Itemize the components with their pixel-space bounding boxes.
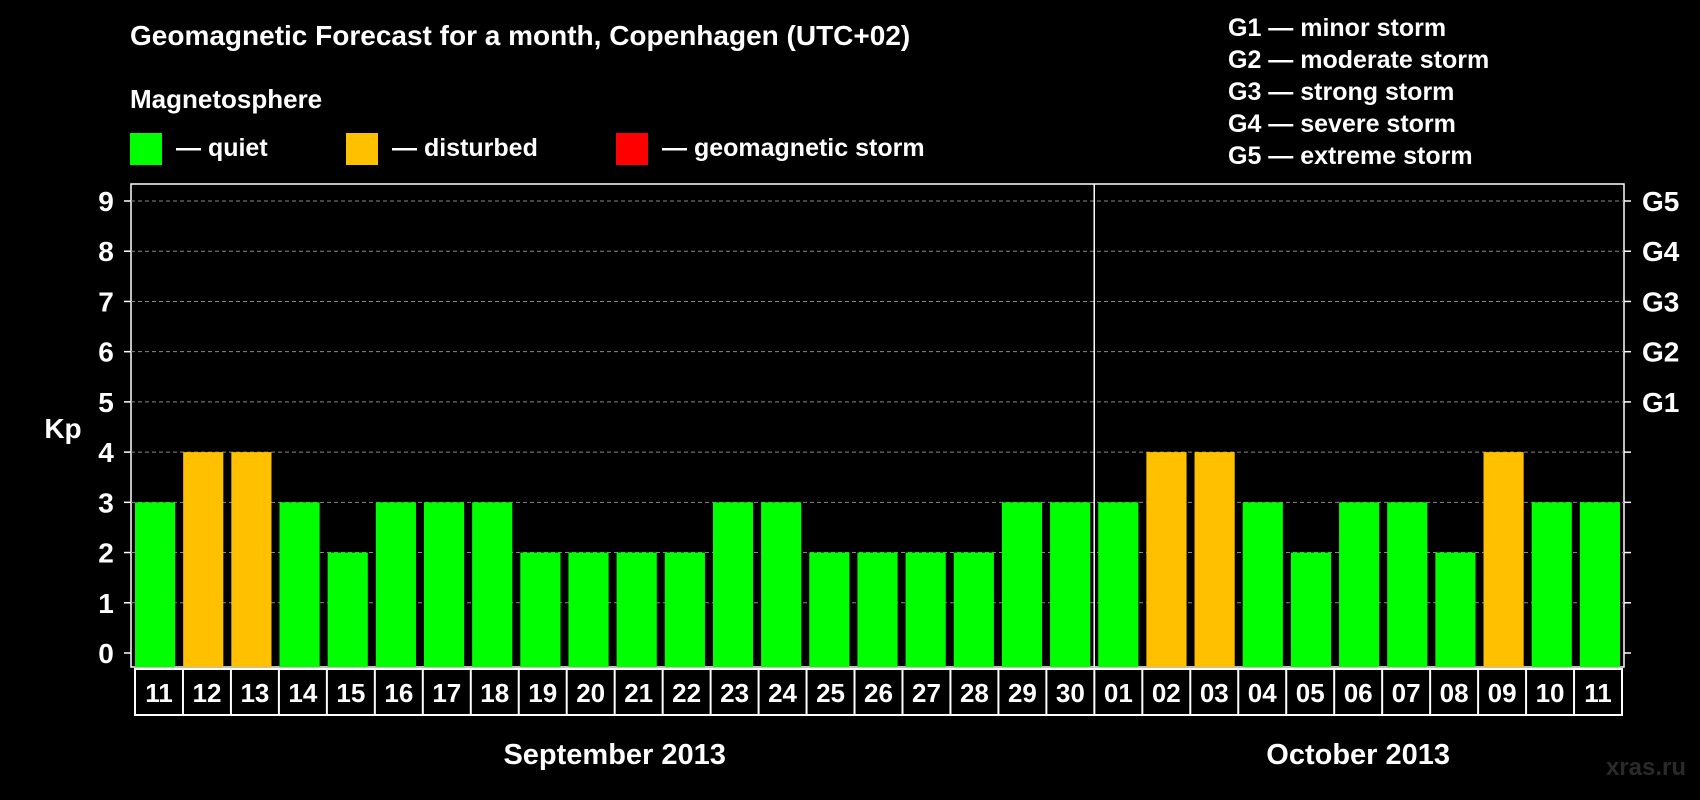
x-tick-label: 23 — [720, 678, 749, 708]
x-tick-label: 11 — [1584, 678, 1612, 708]
bar — [664, 552, 705, 667]
y-axis-label: Kp — [44, 413, 81, 444]
bar — [1531, 502, 1572, 667]
chart-title: Geomagnetic Forecast for a month, Copenh… — [130, 20, 911, 51]
bar — [1483, 452, 1524, 667]
legend-label-quiet: — quiet — [176, 134, 268, 162]
x-tick-label: 18 — [480, 678, 509, 708]
storm-scale-g4: G4 — severe storm — [1228, 110, 1456, 138]
y-tick-label: 3 — [98, 487, 114, 518]
x-tick-label: 21 — [624, 678, 653, 708]
bar — [857, 552, 898, 667]
storm-level-label: G1 — [1642, 387, 1679, 418]
legend-swatch-disturbed — [346, 133, 378, 165]
storm-scale-g1: G1 — minor storm — [1228, 14, 1447, 42]
x-tick-label: 29 — [1008, 678, 1037, 708]
bar — [1242, 502, 1283, 667]
x-tick-label: 28 — [960, 678, 989, 708]
bar — [1339, 502, 1380, 667]
legend-label-storm: — geomagnetic storm — [662, 134, 925, 162]
bar — [1098, 502, 1139, 667]
y-tick-label: 4 — [98, 437, 114, 468]
bar — [279, 502, 320, 667]
bar — [616, 552, 657, 667]
month-label: October 2013 — [1266, 739, 1450, 771]
y-tick-label: 0 — [98, 638, 114, 669]
x-tick-label: 01 — [1104, 678, 1133, 708]
bar — [423, 502, 465, 667]
month-label: September 2013 — [503, 739, 725, 771]
x-tick-label: 22 — [672, 678, 701, 708]
x-tick-label: 24 — [768, 678, 797, 708]
bar — [1290, 552, 1332, 667]
x-tick-label: 05 — [1296, 678, 1325, 708]
x-tick-label: 16 — [384, 678, 413, 708]
bar — [520, 552, 561, 667]
storm-scale-g2: G2 — moderate storm — [1228, 46, 1490, 74]
y-tick-label: 6 — [98, 337, 114, 368]
bar — [1194, 452, 1235, 667]
bar — [905, 552, 946, 667]
x-tick-label: 26 — [864, 678, 893, 708]
bar — [1050, 502, 1091, 667]
legend-label-disturbed: — disturbed — [392, 134, 538, 162]
storm-level-label: G4 — [1642, 236, 1680, 267]
bar — [231, 452, 272, 667]
x-tick-label: 07 — [1392, 678, 1421, 708]
bar — [1387, 502, 1428, 667]
y-tick-label: 2 — [98, 538, 114, 569]
bar — [809, 552, 850, 667]
x-tick-label: 20 — [576, 678, 605, 708]
x-tick-label: 08 — [1440, 678, 1469, 708]
bar — [1001, 502, 1043, 667]
bar — [135, 502, 176, 667]
x-tick-label: 12 — [192, 678, 221, 708]
x-tick-label: 17 — [432, 678, 461, 708]
bar — [1435, 552, 1476, 667]
day-box-row — [134, 668, 1623, 716]
bar — [761, 502, 802, 667]
x-tick-label: 10 — [1536, 678, 1565, 708]
legend-swatch-storm — [616, 133, 648, 165]
y-tick-label: 8 — [98, 236, 114, 267]
x-tick-label: 25 — [816, 678, 845, 708]
legend-title: Magnetosphere — [130, 84, 323, 114]
y-tick-label: 7 — [98, 286, 114, 317]
y-tick-label: 9 — [98, 186, 114, 217]
bar — [472, 502, 513, 667]
y-tick-label: 1 — [98, 588, 114, 619]
storm-scale-g5: G5 — extreme storm — [1228, 142, 1473, 170]
storm-level-label: G3 — [1642, 286, 1679, 317]
x-tick-label: 11 — [145, 678, 173, 708]
bar — [375, 502, 416, 667]
bar — [953, 552, 994, 667]
legend-swatch-quiet — [130, 133, 162, 165]
storm-scale-g3: G3 — strong storm — [1228, 78, 1455, 106]
bar — [1146, 452, 1187, 667]
bar — [712, 502, 754, 667]
x-tick-label: 14 — [288, 678, 317, 708]
bar — [327, 552, 368, 667]
bar — [183, 452, 224, 667]
bar — [1579, 502, 1620, 667]
x-tick-label: 15 — [336, 678, 365, 708]
x-tick-label: 03 — [1200, 678, 1229, 708]
x-tick-label: 30 — [1056, 678, 1085, 708]
bar — [568, 552, 609, 667]
watermark: xras.ru — [1605, 754, 1686, 781]
x-tick-label: 06 — [1344, 678, 1373, 708]
storm-level-label: G5 — [1642, 186, 1679, 217]
x-tick-label: 27 — [912, 678, 941, 708]
x-tick-label: 13 — [240, 678, 269, 708]
x-tick-label: 09 — [1488, 678, 1517, 708]
y-tick-label: 5 — [98, 387, 114, 418]
x-tick-label: 04 — [1248, 678, 1277, 708]
storm-level-label: G2 — [1642, 337, 1679, 368]
x-tick-label: 19 — [528, 678, 557, 708]
x-tick-label: 02 — [1152, 678, 1181, 708]
